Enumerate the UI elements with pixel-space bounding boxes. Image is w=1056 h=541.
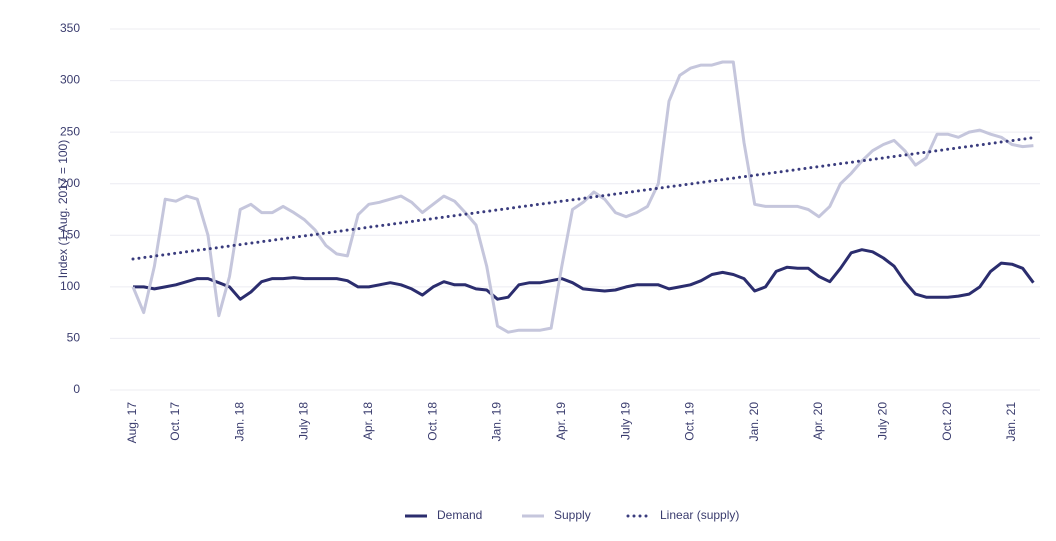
x-tick-label: Jan. 18 (232, 402, 246, 442)
x-tick-label: Apr. 20 (811, 402, 825, 440)
y-tick-label: 250 (60, 124, 80, 138)
x-tick-label: Oct. 20 (940, 402, 954, 441)
x-tick-label: July 20 (876, 402, 890, 440)
legend-label: Linear (supply) (660, 508, 739, 522)
y-tick-label: 300 (60, 73, 80, 87)
x-tick-label: July 18 (297, 402, 311, 440)
y-axis-label: Index (1 Aug. 2017 = 100) (56, 140, 70, 278)
series-line (131, 60, 1034, 334)
x-tick-label: Oct. 19 (683, 402, 697, 441)
y-tick-label: 200 (60, 176, 80, 190)
x-tick-label: Apr. 18 (361, 402, 375, 440)
series-line (133, 248, 1035, 301)
y-tick-label: 50 (67, 331, 81, 345)
y-tick-label: 100 (60, 279, 80, 293)
x-tick-label: July 19 (618, 402, 632, 440)
series-line (131, 136, 1035, 261)
y-tick-label: 150 (60, 227, 80, 241)
x-tick-label: Jan. 20 (747, 402, 761, 442)
legend-label: Supply (554, 508, 591, 522)
x-tick-label: Aug. 17 (125, 402, 139, 444)
y-tick-label: 0 (73, 382, 80, 396)
x-tick-label: Oct. 17 (168, 402, 182, 441)
x-tick-label: Jan. 19 (490, 402, 504, 442)
legend-label: Demand (437, 508, 482, 522)
y-tick-label: 350 (60, 21, 80, 35)
x-tick-label: Oct. 18 (425, 402, 439, 441)
x-tick-label: Jan. 21 (1004, 402, 1018, 442)
x-tick-label: Apr. 19 (554, 402, 568, 440)
